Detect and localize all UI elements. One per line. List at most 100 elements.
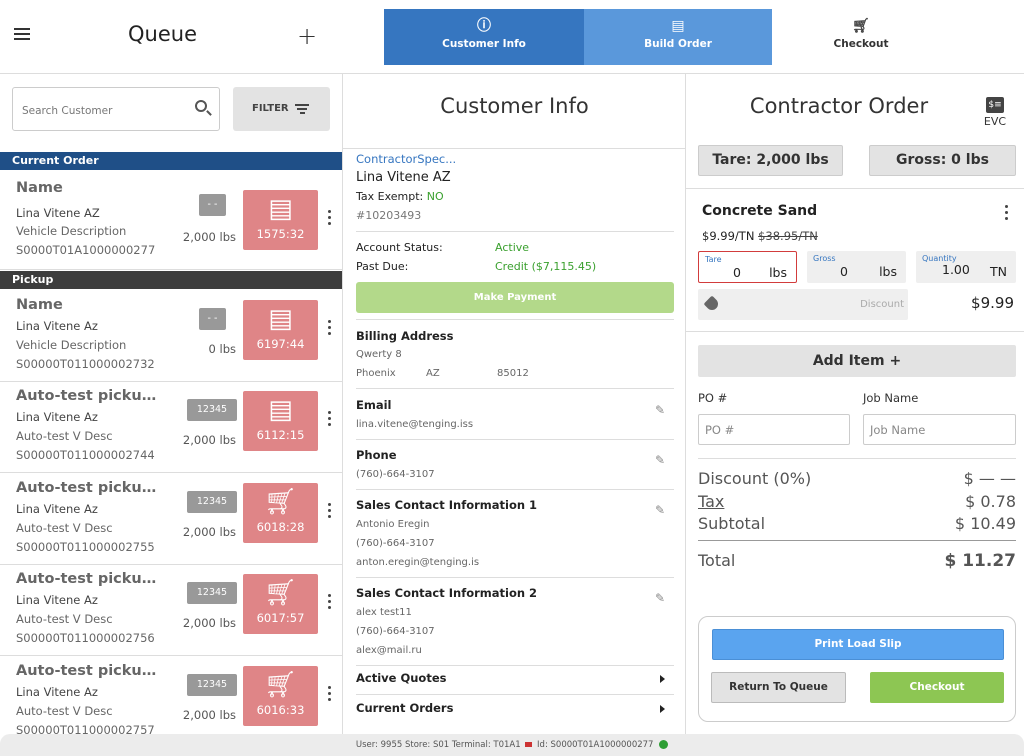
chevron-right-icon[interactable] (660, 675, 665, 683)
order-title: Contractor Order (749, 94, 929, 118)
step-checkout[interactable]: 🛒︎ Checkout (772, 9, 950, 65)
divider (356, 489, 674, 490)
checkout-button[interactable]: Checkout (870, 672, 1004, 703)
return-to-queue-button[interactable]: Return To Queue (711, 672, 846, 703)
edit-phone-icon[interactable]: ✎ (655, 453, 666, 467)
more-vert-icon[interactable] (328, 411, 332, 429)
add-item-button[interactable]: Add Item + (698, 345, 1016, 377)
card-customer: Lina Vitene Az (16, 319, 98, 333)
gross-field[interactable]: Gross 0 lbs (807, 251, 906, 283)
item-price: $9.99/TN $38.95/TN (702, 229, 818, 243)
tax-exempt-label: Tax Exempt: (356, 190, 424, 203)
card-timer-tile[interactable]: ▤ 6112:15 (243, 391, 318, 451)
more-vert-icon[interactable] (328, 503, 332, 521)
divider (356, 694, 674, 695)
billing-state: AZ (426, 368, 440, 379)
queue-card[interactable]: Auto-test pickup T... Lina Vitene Az Auto-… (0, 564, 342, 656)
card-weight: 2,000 lbs (182, 230, 236, 244)
make-payment-button[interactable]: Make Payment (356, 282, 674, 313)
card-time: 6018:28 (256, 520, 305, 534)
more-vert-icon[interactable] (328, 210, 332, 228)
more-vert-icon[interactable] (328, 320, 332, 338)
job-name-input[interactable]: Job Name (863, 414, 1016, 445)
card-name: Auto-test pickup T... (16, 663, 166, 679)
quantity-field[interactable]: Quantity 1.00 TN (916, 251, 1016, 283)
card-timer-tile[interactable]: 🛒︎ 6017:57 (243, 574, 318, 634)
edit-sales-contact-1-icon[interactable]: ✎ (655, 503, 666, 517)
item-price-current: $9.99/TN (702, 229, 755, 243)
edit-email-icon[interactable]: ✎ (655, 403, 666, 417)
top-bar: Queue + ⓘ Customer Info ▤ Build Order 🛒︎… (0, 0, 1024, 74)
card-time: 1575:32 (256, 227, 305, 241)
tare-button[interactable]: Tare: 2,000 lbs (698, 145, 843, 176)
divider (356, 319, 674, 320)
edit-note-icon: ▤ (268, 304, 293, 334)
card-timer-tile[interactable]: ▤ 6197:44 (243, 300, 318, 360)
gross-field-unit: lbs (879, 264, 897, 279)
queue-card[interactable]: Auto-test pickup T... Lina Vitene Az Auto-… (0, 656, 342, 734)
more-vert-icon[interactable] (328, 686, 332, 704)
sales-contact-2-title: Sales Contact Information 2 (356, 586, 538, 600)
tare-field-unit: lbs (769, 265, 787, 280)
sales-contact-1-name: Antonio Eregin (356, 519, 430, 530)
discount-field[interactable]: Discount (698, 289, 908, 320)
queue-card[interactable]: Auto-test pickup T... Lina Vitene Az Auto-… (0, 473, 342, 565)
evc-button[interactable]: $≡ EVC (978, 97, 1012, 128)
gross-button[interactable]: Gross: 0 lbs (869, 145, 1016, 176)
card-time: 6112:15 (256, 428, 305, 442)
edit-sales-contact-2-icon[interactable]: ✎ (655, 591, 666, 605)
more-vert-icon[interactable] (1005, 205, 1008, 223)
current-orders-row[interactable]: Current Orders (356, 701, 454, 715)
divider (698, 458, 1016, 459)
card-timer-tile[interactable]: 🛒︎ 6018:28 (243, 483, 318, 543)
queue-panel: Search Customer FILTER Current Order Nam… (0, 74, 343, 734)
card-name: Auto-test pickup F... (16, 388, 166, 404)
step-customer-info-label: Customer Info (442, 38, 526, 50)
tare-field[interactable]: Tare 0 lbs (698, 251, 797, 283)
search-icon[interactable] (195, 100, 207, 112)
chevron-right-icon[interactable] (660, 705, 665, 713)
tare-field-value: 0 (733, 265, 741, 280)
queue-card[interactable]: Auto-test pickup F... Lina Vitene Az Auto-… (0, 381, 342, 473)
queue-card[interactable]: Name Lina Vitene Az Vehicle Description S00… (0, 290, 342, 382)
billing-city: Phoenix (356, 368, 396, 379)
billing-line1: Qwerty 8 (356, 349, 402, 360)
tare-field-label: Tare (705, 255, 722, 264)
po-input[interactable]: PO # (698, 414, 850, 445)
sales-contact-2-phone: (760)-664-3107 (356, 626, 435, 637)
menu-icon[interactable] (14, 28, 30, 40)
card-order-id: S00000T011000002755 (16, 540, 155, 554)
card-name: Auto-test pickup T... (16, 571, 166, 587)
receipt-icon: $≡ (986, 97, 1004, 113)
customer-info-title: Customer Info (440, 94, 589, 118)
status-session: User: 9955 Store: S01 Terminal: T01A1 (355, 740, 521, 750)
card-customer: Lina Vitene Az (16, 502, 98, 516)
more-vert-icon[interactable] (328, 594, 332, 612)
card-name: Auto-test pickup T... (16, 480, 166, 496)
card-name: Name (16, 180, 63, 196)
card-order-id: S00000T011000002757 (16, 723, 155, 734)
divider (686, 331, 1024, 332)
card-vehicle: Vehicle Description (16, 338, 127, 352)
card-weight: 2,000 lbs (182, 525, 236, 539)
step-customer-info[interactable]: ⓘ Customer Info (384, 9, 584, 65)
step-build-order[interactable]: ▤ Build Order (584, 9, 772, 65)
sales-contact-1-email: anton.eregin@tenging.is (356, 557, 480, 568)
email-title: Email (356, 398, 392, 412)
active-quotes-row[interactable]: Active Quotes (356, 671, 447, 685)
queue-card-current[interactable]: Name Lina Vitene AZ Vehicle Description … (0, 170, 342, 270)
card-vehicle: Auto-test V Desc (16, 429, 113, 443)
info-icon: ⓘ (477, 18, 491, 34)
add-queue-button[interactable]: + (297, 22, 318, 50)
quantity-field-value: 1.00 (942, 262, 970, 277)
card-timer-tile[interactable]: 🛒︎ 6016:33 (243, 666, 318, 726)
customer-type-link[interactable]: ContractorSpec... (356, 152, 457, 166)
edit-note-icon: ▤ (671, 18, 685, 34)
print-load-slip-button[interactable]: Print Load Slip (712, 629, 1004, 660)
card-vehicle: Auto-test V Desc (16, 704, 113, 718)
tax-link[interactable]: Tax (698, 492, 725, 511)
filter-button[interactable]: FILTER (233, 87, 330, 131)
search-input[interactable]: Search Customer (12, 87, 220, 131)
tag-icon (703, 295, 721, 313)
card-timer-tile[interactable]: ▤ 1575:32 (243, 190, 318, 250)
